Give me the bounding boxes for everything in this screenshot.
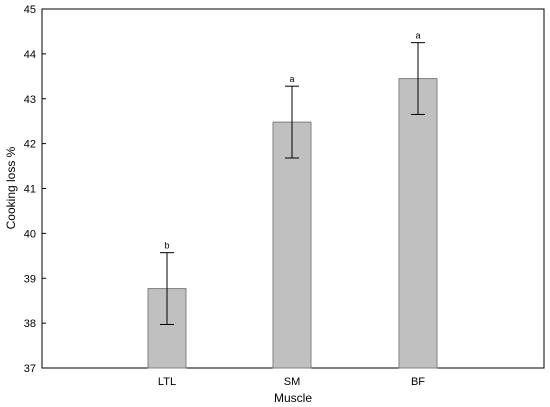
- significance-label: b: [164, 241, 169, 251]
- y-tick-label: 37: [24, 363, 36, 375]
- y-tick-label: 41: [24, 184, 36, 196]
- y-tick-label: 44: [24, 49, 36, 61]
- y-axis: 37 38 39 40 41 42 43 44 45: [24, 4, 46, 375]
- y-tick-label: 45: [24, 4, 36, 16]
- significance-label: a: [415, 31, 420, 41]
- bar: [272, 121, 312, 369]
- significance-label: a: [289, 74, 294, 84]
- x-tick-label: SM: [284, 376, 301, 388]
- bar: [398, 78, 438, 369]
- y-tick-label: 39: [24, 273, 36, 285]
- y-tick-label: 38: [24, 318, 36, 330]
- bars-group: b a a: [147, 31, 438, 369]
- y-axis-label: Cooking loss %: [4, 146, 18, 229]
- x-axis-label: Muscle: [274, 391, 312, 405]
- y-tick-label: 40: [24, 228, 36, 240]
- x-tick-label: BF: [411, 376, 425, 388]
- y-tick-label: 42: [24, 139, 36, 151]
- x-tick-label: LTL: [158, 376, 176, 388]
- y-tick-label: 43: [24, 94, 36, 106]
